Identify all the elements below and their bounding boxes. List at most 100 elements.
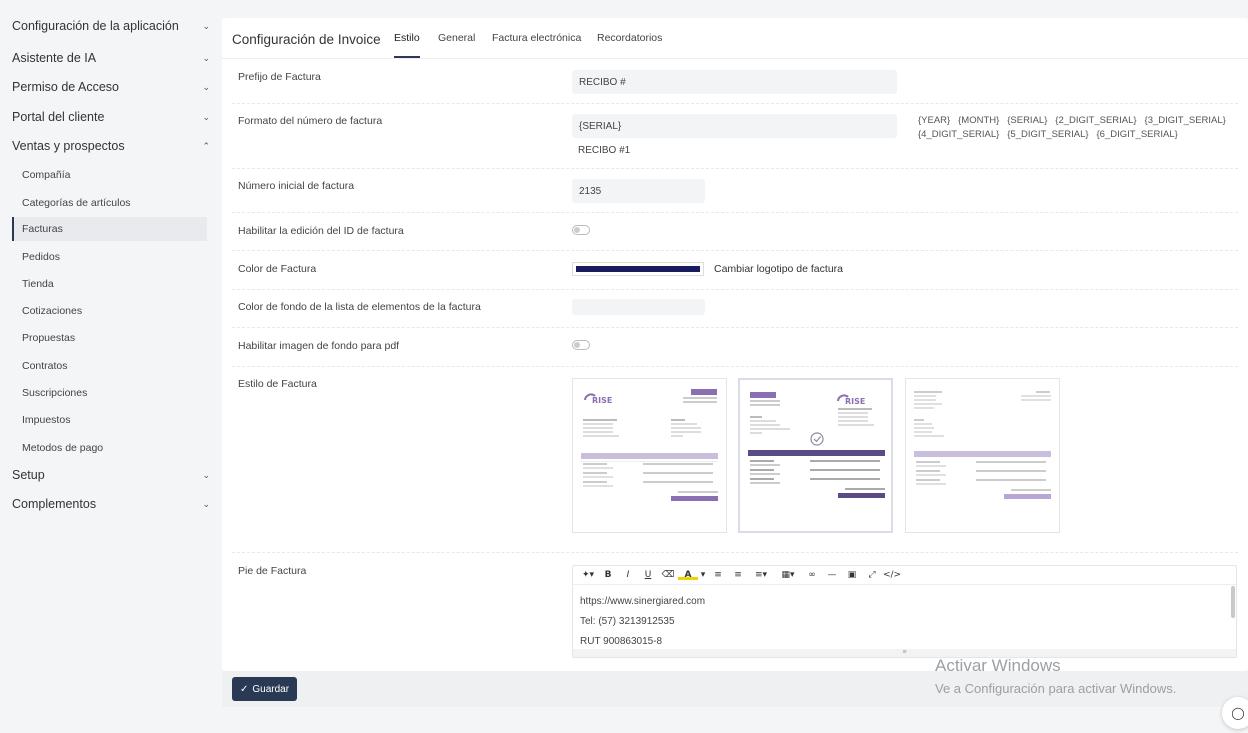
footer-line: https://www.sinergiared.com [580,596,706,607]
change-logo-link[interactable]: Cambiar logotipo de factura [714,263,843,275]
invoice-footer-editor[interactable]: ✦▾ B I U ⌫ A ▾ ≡ ≡ ≡▾ ▦▾ ∞ — ▣ ⤢ </> htt… [572,565,1237,658]
tab-general[interactable]: General [438,32,476,44]
footer-line: Tel: (57) 3213912535 [580,616,675,627]
invoice-style-option-1[interactable]: RISE [572,378,727,533]
chevron-down-icon: ⌄ [202,498,210,509]
sidebar-active-highlight [12,217,207,241]
row-divider [232,168,1238,169]
sidebar-subitem-proposals[interactable]: Propuestas [22,332,76,344]
chevron-down-icon: ⌄ [202,469,210,480]
sidebar-subitem-payment-methods[interactable]: Metodos de pago [22,442,104,454]
chevron-down-icon: ⌄ [202,52,210,63]
chevron-up-icon: ⌃ [202,140,210,151]
invoice-style-option-3[interactable] [905,378,1060,533]
sidebar-item-label: Complementos [12,497,97,511]
sidebar-subitem-invoices[interactable]: Facturas [22,223,63,235]
sidebar-item-sales-prospects[interactable]: Ventas y prospectos ⌃ [12,136,212,156]
row-divider [232,366,1238,367]
image-icon[interactable]: ▣ [847,570,857,580]
italic-icon[interactable]: I [626,570,630,580]
sidebar-subitem-taxes[interactable]: Impuestos [22,414,71,426]
sidebar-item-label: Ventas y prospectos [12,139,125,153]
text-color-icon[interactable]: A [678,570,698,580]
sidebar-item-label: Portal del cliente [12,110,105,124]
invoice-prefix-input[interactable]: RECIBO # [572,70,897,94]
invoice-style-label: Estilo de Factura [238,378,317,390]
invoice-start-number-label: Número inicial de factura [238,180,355,192]
editor-scrollbar[interactable] [1231,586,1235,618]
invoice-color-picker[interactable] [572,262,704,276]
invoice-start-number-input[interactable]: 2135 [572,179,705,203]
sidebar: Configuración de la aplicación ⌄ Asisten… [0,0,215,733]
editor-toolbar: ✦▾ B I U ⌫ A ▾ ≡ ≡ ≡▾ ▦▾ ∞ — ▣ ⤢ </> [573,566,1236,585]
sidebar-item-label: Setup [12,468,45,482]
sidebar-item-app-settings[interactable]: Configuración de la aplicación ⌄ [12,16,212,36]
editor-resize-handle[interactable]: ≡ [573,649,1236,657]
chevron-down-icon: ⌄ [202,81,210,92]
chevron-down-icon: ⌄ [202,111,210,122]
sidebar-subitem-contracts[interactable]: Contratos [22,360,68,372]
invoice-prefix-label: Prefijo de Factura [238,71,321,83]
page-title: Configuración de Invoice [232,32,381,47]
invoice-footer-label: Pie de Factura [238,565,307,577]
sidebar-item-setup[interactable]: Setup ⌄ [12,465,212,485]
sidebar-item-client-portal[interactable]: Portal del cliente ⌄ [12,107,212,127]
items-bg-color-label: Color de fondo de la lista de elementos … [238,301,481,313]
invoice-number-format-input[interactable]: {SERIAL} [572,114,897,138]
row-divider [232,552,1238,553]
pdf-bg-image-toggle[interactable] [572,340,590,350]
sidebar-subitem-orders[interactable]: Pedidos [22,251,60,263]
windows-activation-subtitle: Ve a Configuración para activar Windows. [935,681,1177,696]
code-view-icon[interactable]: </> [882,570,902,580]
format-tokens-line: {4_DIGIT_SERIAL} {5_DIGIT_SERIAL} {6_DIG… [918,129,1178,140]
sidebar-item-ai-assistant[interactable]: Asistente de IA ⌄ [12,48,212,68]
magic-wand-icon[interactable]: ✦▾ [581,570,595,580]
row-divider [232,212,1238,213]
sidebar-subitem-quotes[interactable]: Cotizaciones [22,305,83,317]
invoice-style-option-2[interactable]: RISE [738,378,893,533]
row-divider [232,250,1238,251]
tab-style[interactable]: Estilo [394,32,420,58]
chevron-down-icon: ⌄ [202,20,210,31]
tabs-divider [222,58,1248,59]
sidebar-item-label: Configuración de la aplicación [12,19,179,33]
items-bg-color-input[interactable] [572,299,705,315]
enable-edit-id-toggle[interactable] [572,225,590,235]
sidebar-subitem-company[interactable]: Compañía [22,169,71,181]
sidebar-subitem-subscriptions[interactable]: Suscripciones [22,387,88,399]
underline-icon[interactable]: U [644,570,652,580]
check-circle-icon: ✓ [240,683,249,695]
format-tokens-line: {YEAR} {MONTH} {SERIAL} {2_DIGIT_SERIAL}… [918,115,1226,126]
invoice-color-fill [576,266,700,272]
sidebar-item-access-permission[interactable]: Permiso de Acceso ⌄ [12,77,212,97]
bold-icon[interactable]: B [604,570,612,580]
sidebar-item-plugins[interactable]: Complementos ⌄ [12,494,212,514]
windows-activation-title: Activar Windows [935,656,1061,675]
rise-logo: RISE [845,397,865,406]
eraser-icon[interactable]: ⌫ [661,570,675,580]
table-icon[interactable]: ▦▾ [781,570,795,580]
row-divider [232,327,1238,328]
invoice-number-preview: RECIBO #1 [578,145,631,156]
enable-edit-id-label: Habilitar la edición del ID de factura [238,225,404,237]
align-icon[interactable]: ≡▾ [754,570,768,580]
invoice-settings-panel: Configuración de Invoice Estilo General … [222,18,1248,671]
horizontal-rule-icon[interactable]: — [827,570,837,580]
footer-line: RUT 900863015-8 [580,636,663,647]
link-icon[interactable]: ∞ [808,570,816,580]
editor-content[interactable]: https://www.sinergiared.com Tel: (57) 32… [573,585,1236,659]
chat-icon[interactable]: ◯ [1222,697,1248,729]
sidebar-item-label: Asistente de IA [12,51,97,65]
numbered-list-icon[interactable]: ≡ [734,570,742,580]
color-dropdown-icon[interactable]: ▾ [700,570,706,580]
tab-reminders[interactable]: Recordatorios [597,32,663,44]
bullet-list-icon[interactable]: ≡ [714,570,722,580]
sidebar-subitem-item-categories[interactable]: Categorías de artículos [22,197,131,209]
save-button[interactable]: ✓ Guardar [232,677,298,701]
fullscreen-icon[interactable]: ⤢ [868,570,876,580]
invoice-color-label: Color de Factura [238,263,317,275]
sidebar-subitem-store[interactable]: Tienda [22,278,54,290]
invoice-number-format-label: Formato del número de factura [238,115,383,127]
rise-logo: RISE [592,396,612,405]
tab-electronic-invoice[interactable]: Factura electrónica [492,32,582,44]
